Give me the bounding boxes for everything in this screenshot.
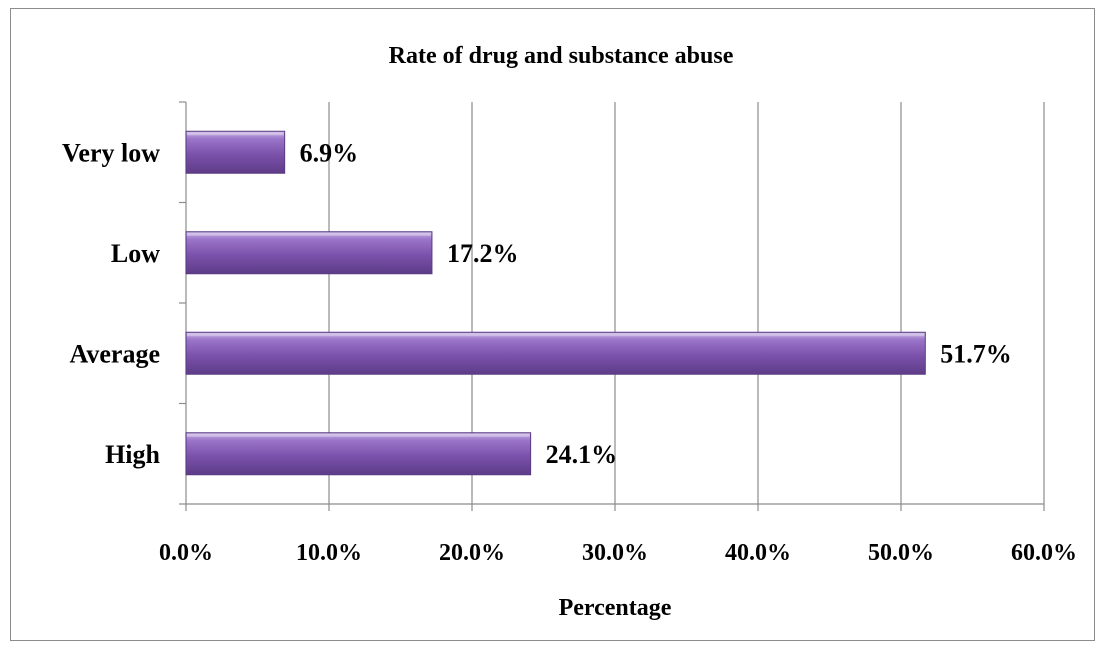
data-label: 6.9% (300, 138, 359, 167)
data-label: 17.2% (447, 239, 518, 268)
x-axis-title: Percentage (559, 595, 672, 621)
x-tick-label: 20.0% (439, 540, 505, 566)
bar (185, 231, 433, 275)
category-label: Low (111, 239, 160, 268)
category-label: Average (70, 339, 160, 368)
category-label: High (105, 440, 160, 469)
x-tick-label: 50.0% (868, 540, 934, 566)
x-tick-label: 10.0% (296, 540, 362, 566)
data-label: 24.1% (546, 440, 618, 469)
category-labels: Very low Low Average High (62, 138, 161, 469)
bar-highlight (187, 232, 431, 236)
category-label: Very low (62, 138, 160, 167)
x-tick-labels: 0.0% 10.0% 20.0% 30.0% 40.0% 50.0% 60.0% (159, 540, 1077, 566)
x-tick-label: 30.0% (582, 540, 648, 566)
bar-highlight (187, 333, 925, 337)
data-labels: 6.9% 17.2% 51.7% 24.1% (300, 138, 1012, 469)
bar (185, 331, 926, 375)
chart-frame (10, 8, 1095, 641)
x-tick-label: 60.0% (1011, 540, 1077, 566)
bar-highlight (187, 433, 530, 437)
x-tick-label: 40.0% (725, 540, 791, 566)
x-tick-label: 0.0% (159, 540, 213, 566)
bar-highlight (187, 132, 284, 136)
chart-title: Rate of drug and substance abuse (389, 43, 734, 69)
bars (185, 130, 926, 476)
bar (185, 432, 532, 476)
bar (185, 130, 286, 174)
data-label: 51.7% (940, 339, 1012, 368)
